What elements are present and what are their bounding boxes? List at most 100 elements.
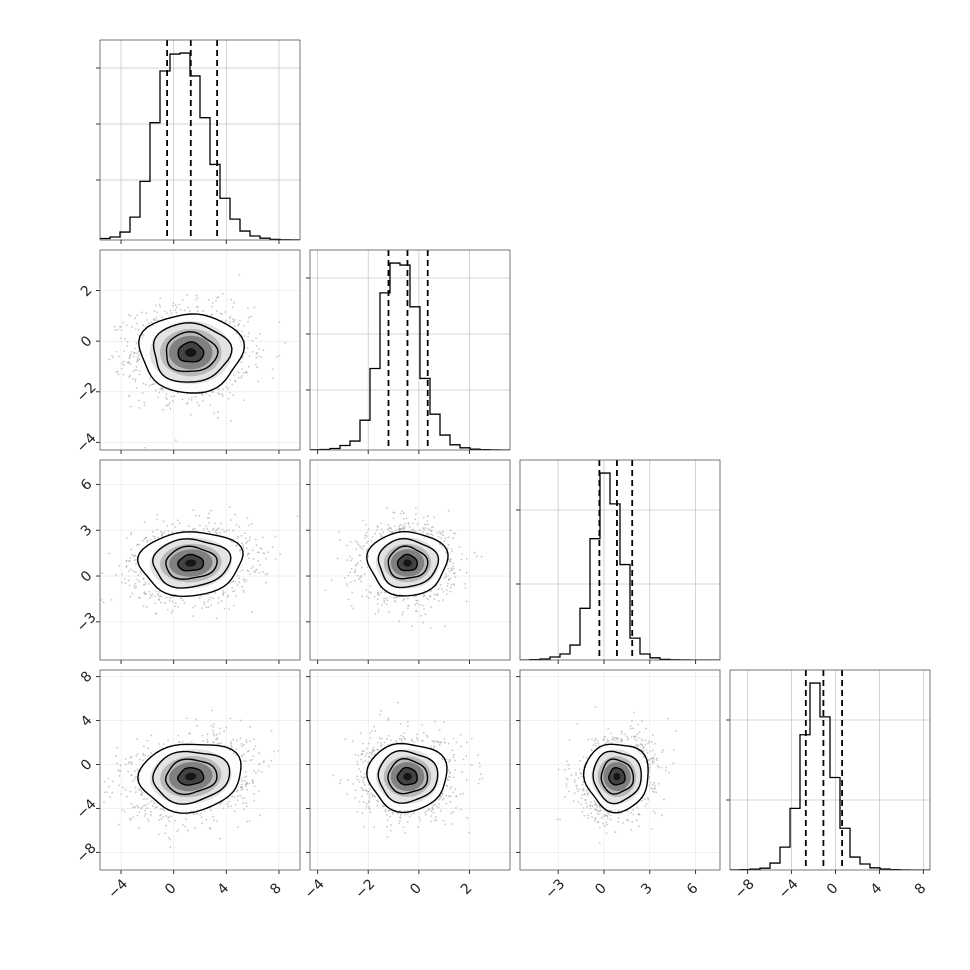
density-fill xyxy=(403,559,412,567)
scatter-point xyxy=(130,531,133,534)
scatter-point xyxy=(421,621,424,624)
scatter-point xyxy=(156,518,158,521)
scatter-point xyxy=(134,368,136,371)
scatter-point xyxy=(220,522,222,525)
scatter-point xyxy=(71,341,73,343)
scatter-point xyxy=(449,586,452,589)
scatter-point xyxy=(137,333,139,336)
contour-1 xyxy=(165,331,219,373)
scatter-point xyxy=(219,531,222,534)
scatter-point xyxy=(132,780,134,783)
scatter-point xyxy=(239,319,241,322)
scatter-point xyxy=(386,528,389,531)
scatter-point xyxy=(251,782,254,784)
scatter-point xyxy=(415,610,418,612)
scatter-point xyxy=(115,350,118,353)
scatter-point xyxy=(452,532,455,534)
scatter-point xyxy=(339,539,342,542)
scatter-point xyxy=(218,742,221,745)
scatter-point xyxy=(144,583,147,586)
scatter-point xyxy=(148,384,151,387)
scatter-point xyxy=(144,537,147,539)
scatter-point xyxy=(177,606,179,608)
scatter-point xyxy=(349,571,352,574)
scatter-point xyxy=(180,597,182,600)
scatter-point xyxy=(231,587,234,589)
scatter-point xyxy=(190,399,193,401)
scatter-point xyxy=(174,304,177,306)
scatter-point xyxy=(364,537,366,539)
scatter-point xyxy=(138,774,141,777)
scatter-point xyxy=(131,378,134,380)
scatter-point xyxy=(241,569,244,572)
scatter-point xyxy=(416,599,419,602)
scatter-point xyxy=(452,562,455,565)
scatter-point xyxy=(165,312,168,315)
scatter-point xyxy=(138,580,141,583)
scatter-point xyxy=(206,741,209,743)
scatter-point xyxy=(241,330,243,333)
scatter-point xyxy=(447,579,450,581)
scatter-point xyxy=(102,601,105,604)
scatter-point xyxy=(473,551,476,554)
scatter-point xyxy=(148,322,150,325)
scatter-point xyxy=(232,580,235,583)
scatter-point xyxy=(111,354,113,357)
scatter-point xyxy=(129,405,132,408)
scatter-point xyxy=(386,599,389,602)
scatter-point xyxy=(142,804,145,807)
scatter-point xyxy=(365,535,368,537)
scatter-point xyxy=(241,754,243,757)
scatter-point xyxy=(258,571,261,574)
scatter-point xyxy=(186,401,189,404)
scatter-point xyxy=(233,325,236,327)
scatter-point xyxy=(120,329,123,332)
panel-frame xyxy=(309,249,511,451)
scatter-point xyxy=(209,404,212,406)
scatter-point xyxy=(243,532,246,535)
scatter-point xyxy=(128,584,131,587)
scatter-point xyxy=(124,337,126,340)
scatter-point xyxy=(202,310,204,313)
scatter-point xyxy=(411,625,414,628)
scatter-point xyxy=(402,611,404,614)
scatter-point xyxy=(399,523,402,526)
scatter-point xyxy=(154,536,157,538)
scatter-point xyxy=(214,531,217,533)
scatter-point xyxy=(247,570,250,573)
scatter-point xyxy=(212,726,215,728)
scatter-point xyxy=(172,400,174,402)
scatter-point xyxy=(127,560,130,563)
scatter-point xyxy=(246,820,249,823)
scatter-point xyxy=(354,565,357,567)
scatter-point xyxy=(171,531,173,533)
scatter-point xyxy=(367,528,370,531)
scatter-point xyxy=(130,350,133,353)
scatter-point xyxy=(144,446,146,449)
scatter-point xyxy=(163,531,166,533)
scatter-point xyxy=(202,739,204,742)
scatter-point xyxy=(367,540,370,543)
scatter-point xyxy=(377,526,380,529)
scatter-point xyxy=(422,531,424,533)
scatter-point xyxy=(228,608,230,611)
scatter-point xyxy=(284,341,287,344)
scatter-point xyxy=(219,727,221,730)
scatter-point xyxy=(217,296,220,298)
scatter-point xyxy=(133,584,136,587)
scatter-point xyxy=(351,591,354,594)
scatter-point xyxy=(255,337,257,340)
contour-2 xyxy=(152,322,233,383)
scatter-point xyxy=(149,593,152,596)
scatter-point xyxy=(236,584,239,586)
scatter-point xyxy=(160,534,163,537)
scatter-point xyxy=(246,347,249,350)
scatter-point xyxy=(167,404,170,407)
scatter-point xyxy=(129,363,132,365)
scatter-point xyxy=(252,558,255,560)
scatter-point xyxy=(134,347,136,350)
scatter-point xyxy=(169,407,172,410)
scatter-point xyxy=(401,526,404,529)
scatter-point xyxy=(364,534,367,536)
scatter-point xyxy=(398,528,401,530)
